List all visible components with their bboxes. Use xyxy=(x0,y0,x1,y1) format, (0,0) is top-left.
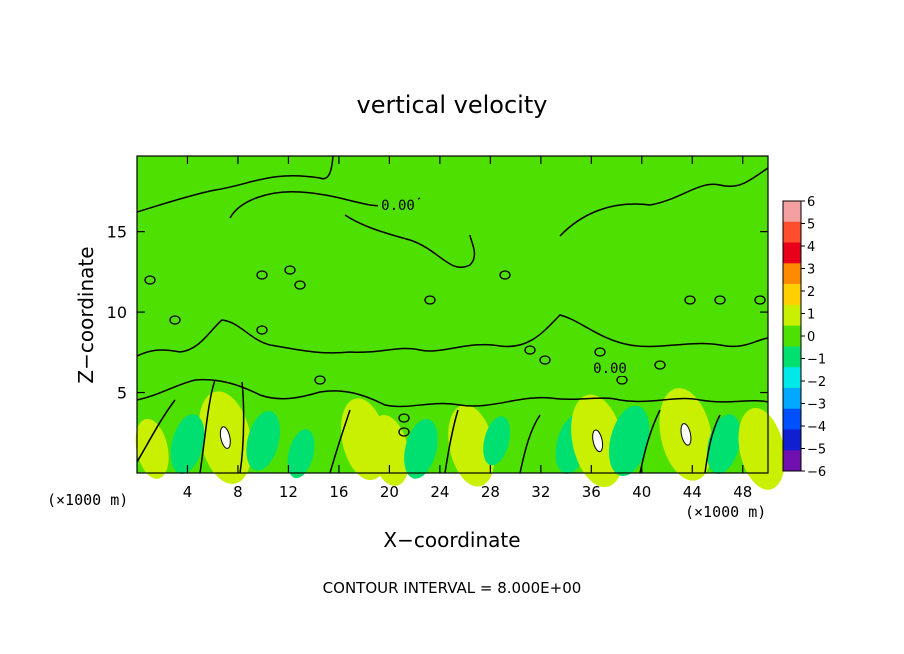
velocity-cell xyxy=(608,405,650,477)
x-tick-label: 24 xyxy=(430,483,449,501)
colorbar-label: 3 xyxy=(807,263,815,278)
x-tick-label: 12 xyxy=(279,483,298,501)
colorbar-label: 0 xyxy=(807,330,815,345)
colorbar-label: −4 xyxy=(807,420,826,435)
velocity-cell xyxy=(404,419,438,479)
contour-loop xyxy=(256,325,268,335)
colorbar-label: 5 xyxy=(807,218,815,233)
colorbar-label: 4 xyxy=(807,240,815,255)
y-tick-label: 10 xyxy=(107,303,127,322)
y-tick-label: 5 xyxy=(117,384,127,403)
colorbar-swatch xyxy=(783,242,801,264)
contour-line xyxy=(239,381,245,473)
contour-lines: 0.00 0.00 xyxy=(137,156,768,473)
x-unit-left: (×1000 m) xyxy=(47,491,128,509)
colorbar-swatch xyxy=(783,367,801,389)
contour-line xyxy=(444,409,459,473)
colorbar-label: 6 xyxy=(807,195,815,210)
contour-line xyxy=(137,156,334,213)
contour-loop xyxy=(684,295,696,305)
contour-loop xyxy=(284,265,296,275)
velocity-cell xyxy=(246,410,281,471)
colorbar-label: −2 xyxy=(807,375,826,390)
x-tick-label: 32 xyxy=(531,483,550,501)
colorbar-label: 1 xyxy=(807,308,815,323)
colorbar-swatch xyxy=(783,408,801,430)
colorbar-label: −5 xyxy=(807,443,826,458)
contour-line xyxy=(329,409,351,473)
contour-loop xyxy=(524,345,536,355)
contour-line xyxy=(137,314,768,357)
contour-line xyxy=(344,214,476,268)
y-axis-label: Z−coordinate xyxy=(74,246,98,383)
contour-loop xyxy=(294,280,306,290)
contour-loop xyxy=(714,295,726,305)
colorbar-label: −3 xyxy=(807,398,826,413)
colorbar-swatch xyxy=(783,201,801,223)
velocity-cell xyxy=(287,429,315,479)
x-unit-right: (×1000 m) xyxy=(685,503,766,521)
x-tick-label: 16 xyxy=(329,483,348,501)
contour-loop xyxy=(654,360,666,370)
plot-area xyxy=(135,156,785,490)
colorbar-swatch xyxy=(783,325,801,347)
x-axis-label: X−coordinate xyxy=(383,528,520,552)
x-tick-label: 44 xyxy=(683,483,702,501)
contour-interval-note: CONTOUR INTERVAL = 8.000E+00 xyxy=(323,579,582,597)
contour-loop xyxy=(594,347,606,357)
contour-loop xyxy=(144,275,156,285)
colorbar-label: −1 xyxy=(807,353,826,368)
x-tick-label: 36 xyxy=(582,483,601,501)
contour-line xyxy=(137,378,768,408)
contour-label: 0.00 xyxy=(381,198,415,214)
x-tick-label: 40 xyxy=(632,483,651,501)
contour-loop xyxy=(398,413,410,423)
velocity-cell xyxy=(448,404,495,487)
colorbar-swatch xyxy=(783,450,801,472)
colorbar-swatch xyxy=(783,284,801,306)
contour-loop xyxy=(539,355,551,365)
x-tick-label: 4 xyxy=(183,483,193,501)
colorbar-swatch xyxy=(783,387,801,410)
velocity-cell xyxy=(135,418,169,479)
velocity-cell xyxy=(170,414,205,474)
colorbar-swatch xyxy=(783,263,801,285)
velocity-cell xyxy=(706,414,741,474)
contour-line xyxy=(137,399,176,463)
colorbar-swatch xyxy=(783,429,801,451)
contour-loop xyxy=(256,270,268,280)
colorbar: 6 5 4 3 2 1 0 −1 −2 −3 −4 −5 −6 xyxy=(782,195,826,480)
chart-title: vertical velocity xyxy=(357,91,548,119)
contour-line xyxy=(559,167,768,237)
contour-loop xyxy=(169,315,181,325)
plot-frame xyxy=(136,155,769,474)
velocity-cell xyxy=(659,388,713,481)
contour-loop xyxy=(499,270,511,280)
contour-loop xyxy=(398,427,410,437)
x-tick-label: 28 xyxy=(481,483,500,501)
colorbar-swatch xyxy=(783,346,801,368)
contour-loop xyxy=(754,295,766,305)
contour-loop xyxy=(424,295,436,305)
contour-line xyxy=(519,414,541,473)
colorbar-swatch xyxy=(783,221,801,244)
contour-line xyxy=(199,379,216,473)
velocity-cell xyxy=(483,416,511,466)
colorbar-label: −6 xyxy=(807,465,826,480)
colorbar-label: 2 xyxy=(807,285,815,300)
contour-label: 0.00 xyxy=(593,361,627,377)
contour-line xyxy=(704,414,721,473)
colorbar-swatch xyxy=(783,304,801,327)
velocity-cell xyxy=(369,415,410,486)
x-tick-label: 48 xyxy=(733,483,752,501)
contour-loop xyxy=(314,375,326,385)
velocity-cell xyxy=(198,391,252,484)
x-tick-label: 8 xyxy=(233,483,243,501)
y-tick-label: 15 xyxy=(107,223,127,242)
x-tick-label: 20 xyxy=(380,483,399,501)
